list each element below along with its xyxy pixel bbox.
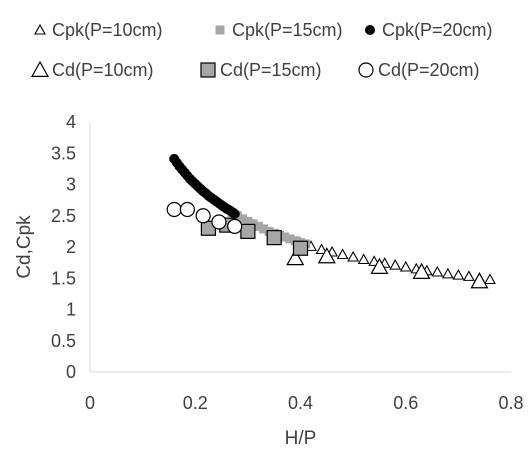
legend-label: Cd(P=15cm) (220, 60, 322, 80)
legend-marker (215, 25, 225, 35)
legend: Cpk(P=10cm) Cpk(P=15cm) Cpk(P=20cm) Cd(P=10… (30, 20, 493, 80)
legend-marker (365, 25, 375, 35)
data-point (211, 214, 227, 230)
legend-label: Cd(P=20cm) (378, 60, 480, 80)
legend-item: Cd(P=10cm) (30, 60, 154, 80)
data-point (166, 201, 182, 218)
legend-label: Cpk(P=15cm) (232, 20, 343, 40)
y-axis-title: Cd,Cpk (14, 215, 35, 279)
data-point (286, 249, 305, 266)
x-tick-label: 0 (85, 393, 95, 413)
legend-item: Cpk(P=10cm) (34, 20, 163, 40)
data-point (370, 257, 389, 274)
data-point (292, 240, 309, 256)
x-tick-label: 0.4 (288, 393, 313, 413)
x-tick-label: 0.8 (498, 393, 523, 413)
y-tick-labels: 0 0.5 1 1.5 2 2.5 3 3.5 4 (51, 112, 76, 382)
data-point (412, 262, 431, 279)
legend-marker (30, 60, 50, 78)
data-point (431, 265, 444, 277)
data-point (389, 258, 402, 270)
y-tick-label: 4 (66, 112, 76, 132)
y-tick-label: 1 (66, 300, 76, 320)
x-tick-labels: 0 0.2 0.4 0.6 0.8 (85, 393, 524, 413)
data-point (179, 201, 195, 218)
data-point (441, 267, 454, 279)
data-point (317, 247, 336, 264)
legend-item: Cpk(P=20cm) (365, 20, 493, 40)
y-tick-label: 0 (66, 362, 76, 382)
legend-label: Cd(P=10cm) (52, 60, 154, 80)
data-point (240, 223, 256, 239)
y-tick-label: 0.5 (51, 331, 76, 351)
legend-item: Cd(P=15cm) (200, 60, 322, 80)
data-point (452, 268, 465, 280)
y-tick-label: 3.5 (51, 143, 76, 163)
data-point (315, 243, 328, 255)
y-tick-label: 1.5 (51, 268, 76, 288)
data-point (484, 273, 496, 285)
legend-item: Cd(P=20cm) (358, 60, 480, 80)
series-marks (166, 153, 496, 289)
legend-label: Cpk(P=10cm) (52, 20, 163, 40)
x-tick-label: 0.6 (393, 393, 418, 413)
legend-marker (34, 23, 46, 35)
x-tick-label: 0.2 (183, 393, 208, 413)
y-tick-label: 2 (66, 237, 76, 257)
data-point (229, 208, 240, 219)
data-point (227, 218, 243, 234)
data-point (399, 260, 412, 272)
data-point (336, 248, 349, 260)
data-point (195, 208, 211, 224)
plot-area: 0 0.5 1 1.5 2 2.5 3 3.5 4 0 0.2 0.4 0.6 0.8 (51, 112, 524, 413)
legend-marker (358, 62, 374, 78)
series-6 (166, 201, 243, 234)
y-tick-label: 2.5 (51, 206, 76, 226)
legend-label: Cpk(P=20cm) (382, 20, 493, 40)
x-axis-title: H/P (285, 428, 317, 449)
y-tick-label: 3 (66, 175, 76, 195)
legend-item: Cpk(P=15cm) (215, 20, 343, 40)
data-point (470, 272, 489, 289)
legend-marker (200, 62, 216, 78)
data-point (462, 270, 475, 281)
data-point (347, 250, 360, 262)
data-point (266, 230, 282, 246)
data-point (357, 253, 370, 265)
series-4 (286, 247, 489, 289)
series-3 (169, 153, 240, 219)
